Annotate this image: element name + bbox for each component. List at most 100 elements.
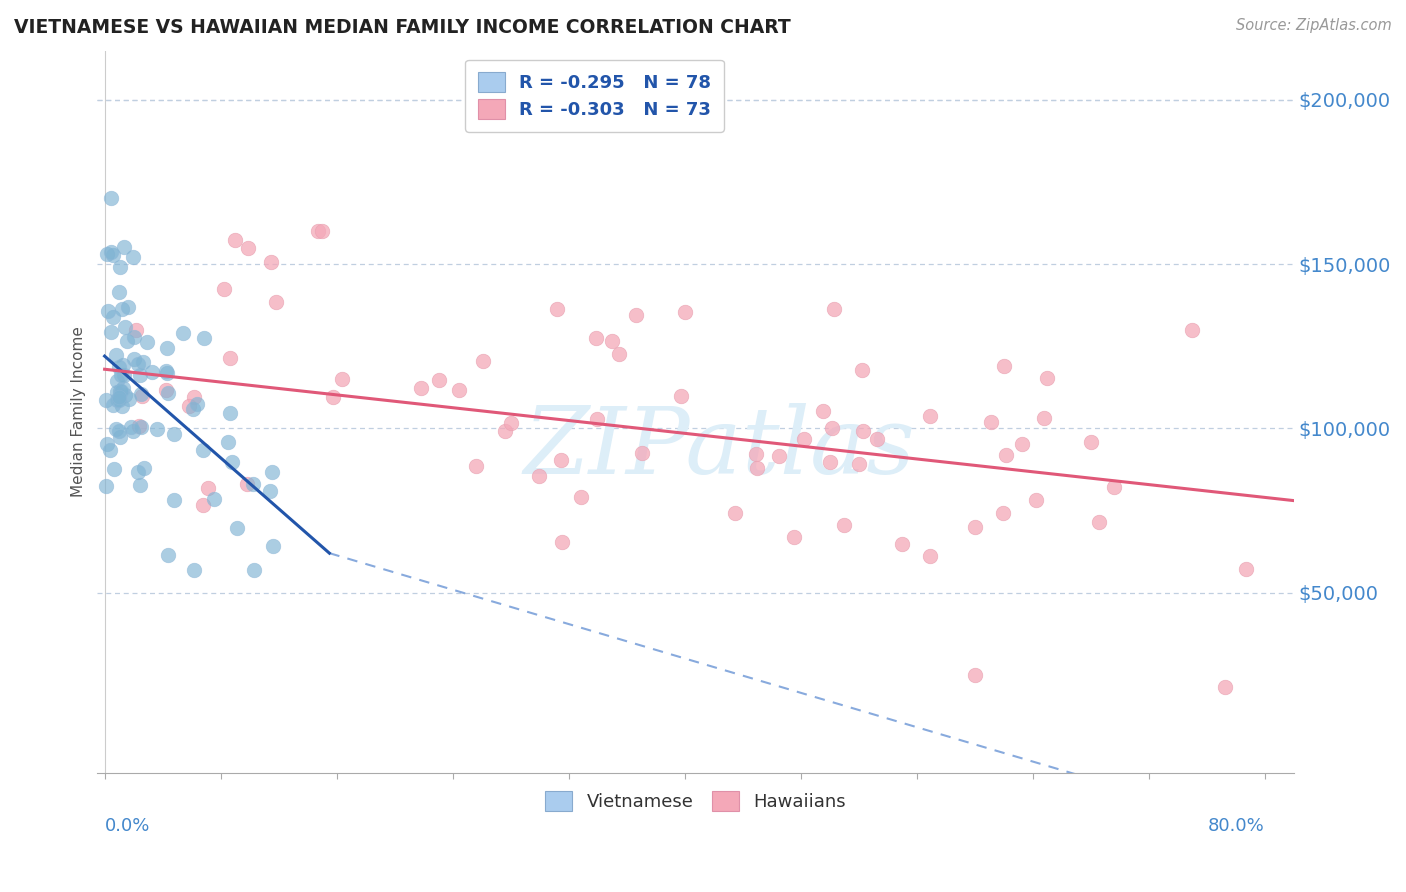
Point <box>236 241 259 255</box>
Point <box>121 250 143 264</box>
Point <box>100 325 122 339</box>
Point <box>193 331 215 345</box>
Point <box>136 334 159 349</box>
Point <box>1213 680 1236 694</box>
Point <box>818 455 841 469</box>
Point <box>114 319 136 334</box>
Point <box>586 412 609 426</box>
Point <box>128 419 150 434</box>
Text: Source: ZipAtlas.com: Source: ZipAtlas.com <box>1236 18 1392 33</box>
Point <box>1181 323 1204 337</box>
Point <box>993 359 1015 374</box>
Point <box>447 383 470 397</box>
Text: VIETNAMESE VS HAWAIIAN MEDIAN FAMILY INCOME CORRELATION CHART: VIETNAMESE VS HAWAIIAN MEDIAN FAMILY INC… <box>14 18 790 37</box>
Point <box>112 240 135 254</box>
Point <box>157 386 180 401</box>
Legend: Vietnamese, Hawaiians: Vietnamese, Hawaiians <box>538 784 853 818</box>
Point <box>110 260 132 275</box>
Point <box>110 368 132 382</box>
Point <box>105 375 128 389</box>
Point <box>832 517 855 532</box>
Point <box>155 383 177 397</box>
Point <box>311 224 333 238</box>
Point <box>183 563 205 577</box>
Point <box>823 301 845 316</box>
Point <box>260 255 283 269</box>
Point <box>221 455 243 469</box>
Point <box>120 419 142 434</box>
Point <box>117 392 139 407</box>
Point <box>104 348 127 362</box>
Point <box>546 302 568 317</box>
Point <box>145 422 167 436</box>
Point <box>465 459 488 474</box>
Point <box>108 384 131 399</box>
Point <box>624 308 647 322</box>
Point <box>101 248 124 262</box>
Point <box>129 420 152 434</box>
Point <box>307 224 329 238</box>
Point <box>112 368 135 382</box>
Point <box>768 449 790 463</box>
Point <box>155 364 177 378</box>
Point <box>105 422 128 436</box>
Point <box>409 380 432 394</box>
Point <box>1087 515 1109 529</box>
Point <box>569 490 592 504</box>
Point <box>494 424 516 438</box>
Point <box>918 549 941 563</box>
Point <box>134 460 156 475</box>
Point <box>260 465 283 479</box>
Point <box>264 295 287 310</box>
Point <box>1080 434 1102 449</box>
Point <box>963 519 986 533</box>
Point <box>811 404 834 418</box>
Point <box>94 393 117 408</box>
Point <box>96 479 118 493</box>
Text: ZIPatlas: ZIPatlas <box>523 403 915 493</box>
Point <box>105 393 128 408</box>
Point <box>499 416 522 430</box>
Point <box>107 285 129 300</box>
Point <box>156 341 179 355</box>
Point <box>129 477 152 491</box>
Point <box>111 358 134 372</box>
Text: 0.0%: 0.0% <box>104 816 150 835</box>
Point <box>115 334 138 348</box>
Point <box>110 430 132 444</box>
Point <box>186 396 208 410</box>
Point <box>1033 411 1056 425</box>
Point <box>163 426 186 441</box>
Point <box>745 447 768 461</box>
Point <box>262 539 284 553</box>
Point <box>124 351 146 366</box>
Point <box>103 462 125 476</box>
Point <box>108 424 131 438</box>
Point <box>105 384 128 399</box>
Point <box>1234 562 1257 576</box>
Point <box>107 390 129 404</box>
Point <box>100 191 122 205</box>
Point <box>103 310 125 324</box>
Point <box>219 406 242 420</box>
Point <box>108 360 131 375</box>
Point <box>131 388 153 402</box>
Point <box>197 481 219 495</box>
Point <box>108 393 131 408</box>
Point <box>1011 437 1033 451</box>
Point <box>122 329 145 343</box>
Point <box>994 448 1017 462</box>
Point <box>236 476 259 491</box>
Point <box>890 536 912 550</box>
Point <box>551 534 574 549</box>
Point <box>330 372 353 386</box>
Point <box>97 303 120 318</box>
Point <box>852 424 875 438</box>
Point <box>848 457 870 471</box>
Point <box>193 499 215 513</box>
Point <box>259 483 281 498</box>
Point <box>963 667 986 681</box>
Point <box>100 244 122 259</box>
Point <box>585 331 607 345</box>
Point <box>1036 371 1059 385</box>
